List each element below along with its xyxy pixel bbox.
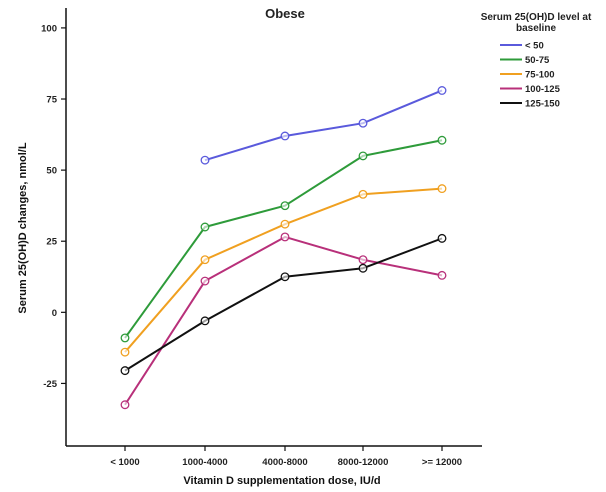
data-point [200, 255, 210, 265]
data-point [200, 276, 210, 286]
data-point [358, 118, 368, 128]
plot-area [120, 86, 447, 410]
series-line [204, 89, 443, 162]
legend-title-line-2: baseline [516, 23, 556, 34]
data-point [358, 255, 368, 265]
x-tick-label: < 1000 [110, 457, 139, 468]
series-line [124, 235, 443, 406]
data-point [437, 184, 447, 194]
data-point [200, 222, 210, 232]
data-point [437, 270, 447, 280]
data-point [120, 347, 130, 357]
x-axis-title: Vitamin D supplementation dose, IU/d [183, 475, 380, 487]
data-point [200, 155, 210, 165]
series-line [124, 237, 443, 372]
data-point [437, 135, 447, 145]
series-50-75 [120, 135, 447, 343]
legend-label: 50-75 [525, 55, 550, 66]
series-125-150 [120, 233, 447, 376]
y-tick-label: 100 [41, 23, 57, 34]
data-point [280, 201, 290, 211]
x-tick-label: >= 12000 [422, 457, 462, 468]
data-point [358, 263, 368, 273]
y-tick-label: -25 [43, 379, 57, 390]
series--50 [200, 86, 447, 165]
axes [65, 8, 482, 447]
data-point [120, 400, 130, 410]
legend-label: < 50 [525, 41, 544, 52]
legend-label: 100-125 [525, 84, 561, 95]
legend-items: < 50 50-75 75-100 100-125 125-150 [500, 41, 561, 110]
y-tick-label: 0 [52, 308, 57, 319]
y-tick-label: 50 [46, 166, 57, 177]
data-point [280, 219, 290, 229]
y-axis-title: Serum 25(OH)D changes, nmol/L [17, 142, 29, 313]
legend-label: 125-150 [525, 99, 560, 110]
data-point [200, 316, 210, 326]
chart-title: Obese [265, 6, 305, 21]
legend-label: 75-100 [525, 70, 555, 81]
data-point [280, 131, 290, 141]
data-point [120, 333, 130, 343]
series-100-125 [120, 232, 447, 410]
data-point [437, 233, 447, 243]
data-point [437, 86, 447, 95]
y-tick-label: 75 [46, 95, 57, 106]
x-tick-label: 8000-12000 [338, 457, 389, 468]
y-tick-label: 25 [46, 237, 57, 248]
legend-title-line-1: Serum 25(OH)D level at [481, 12, 592, 23]
x-ticks: < 1000 1000-4000 4000-8000 8000-12000 >= 120… [110, 446, 462, 468]
legend: Serum 25(OH)D level at baseline < 50 50-7… [481, 12, 592, 110]
x-tick-label: 1000-4000 [182, 457, 227, 468]
series-75-100 [120, 184, 447, 357]
data-point [120, 366, 130, 376]
y-ticks: -25 0 25 50 75 100 [41, 23, 66, 390]
data-point [280, 272, 290, 282]
data-point [358, 189, 368, 199]
data-point [280, 232, 290, 242]
data-point [358, 151, 368, 161]
x-tick-label: 4000-8000 [262, 457, 307, 468]
